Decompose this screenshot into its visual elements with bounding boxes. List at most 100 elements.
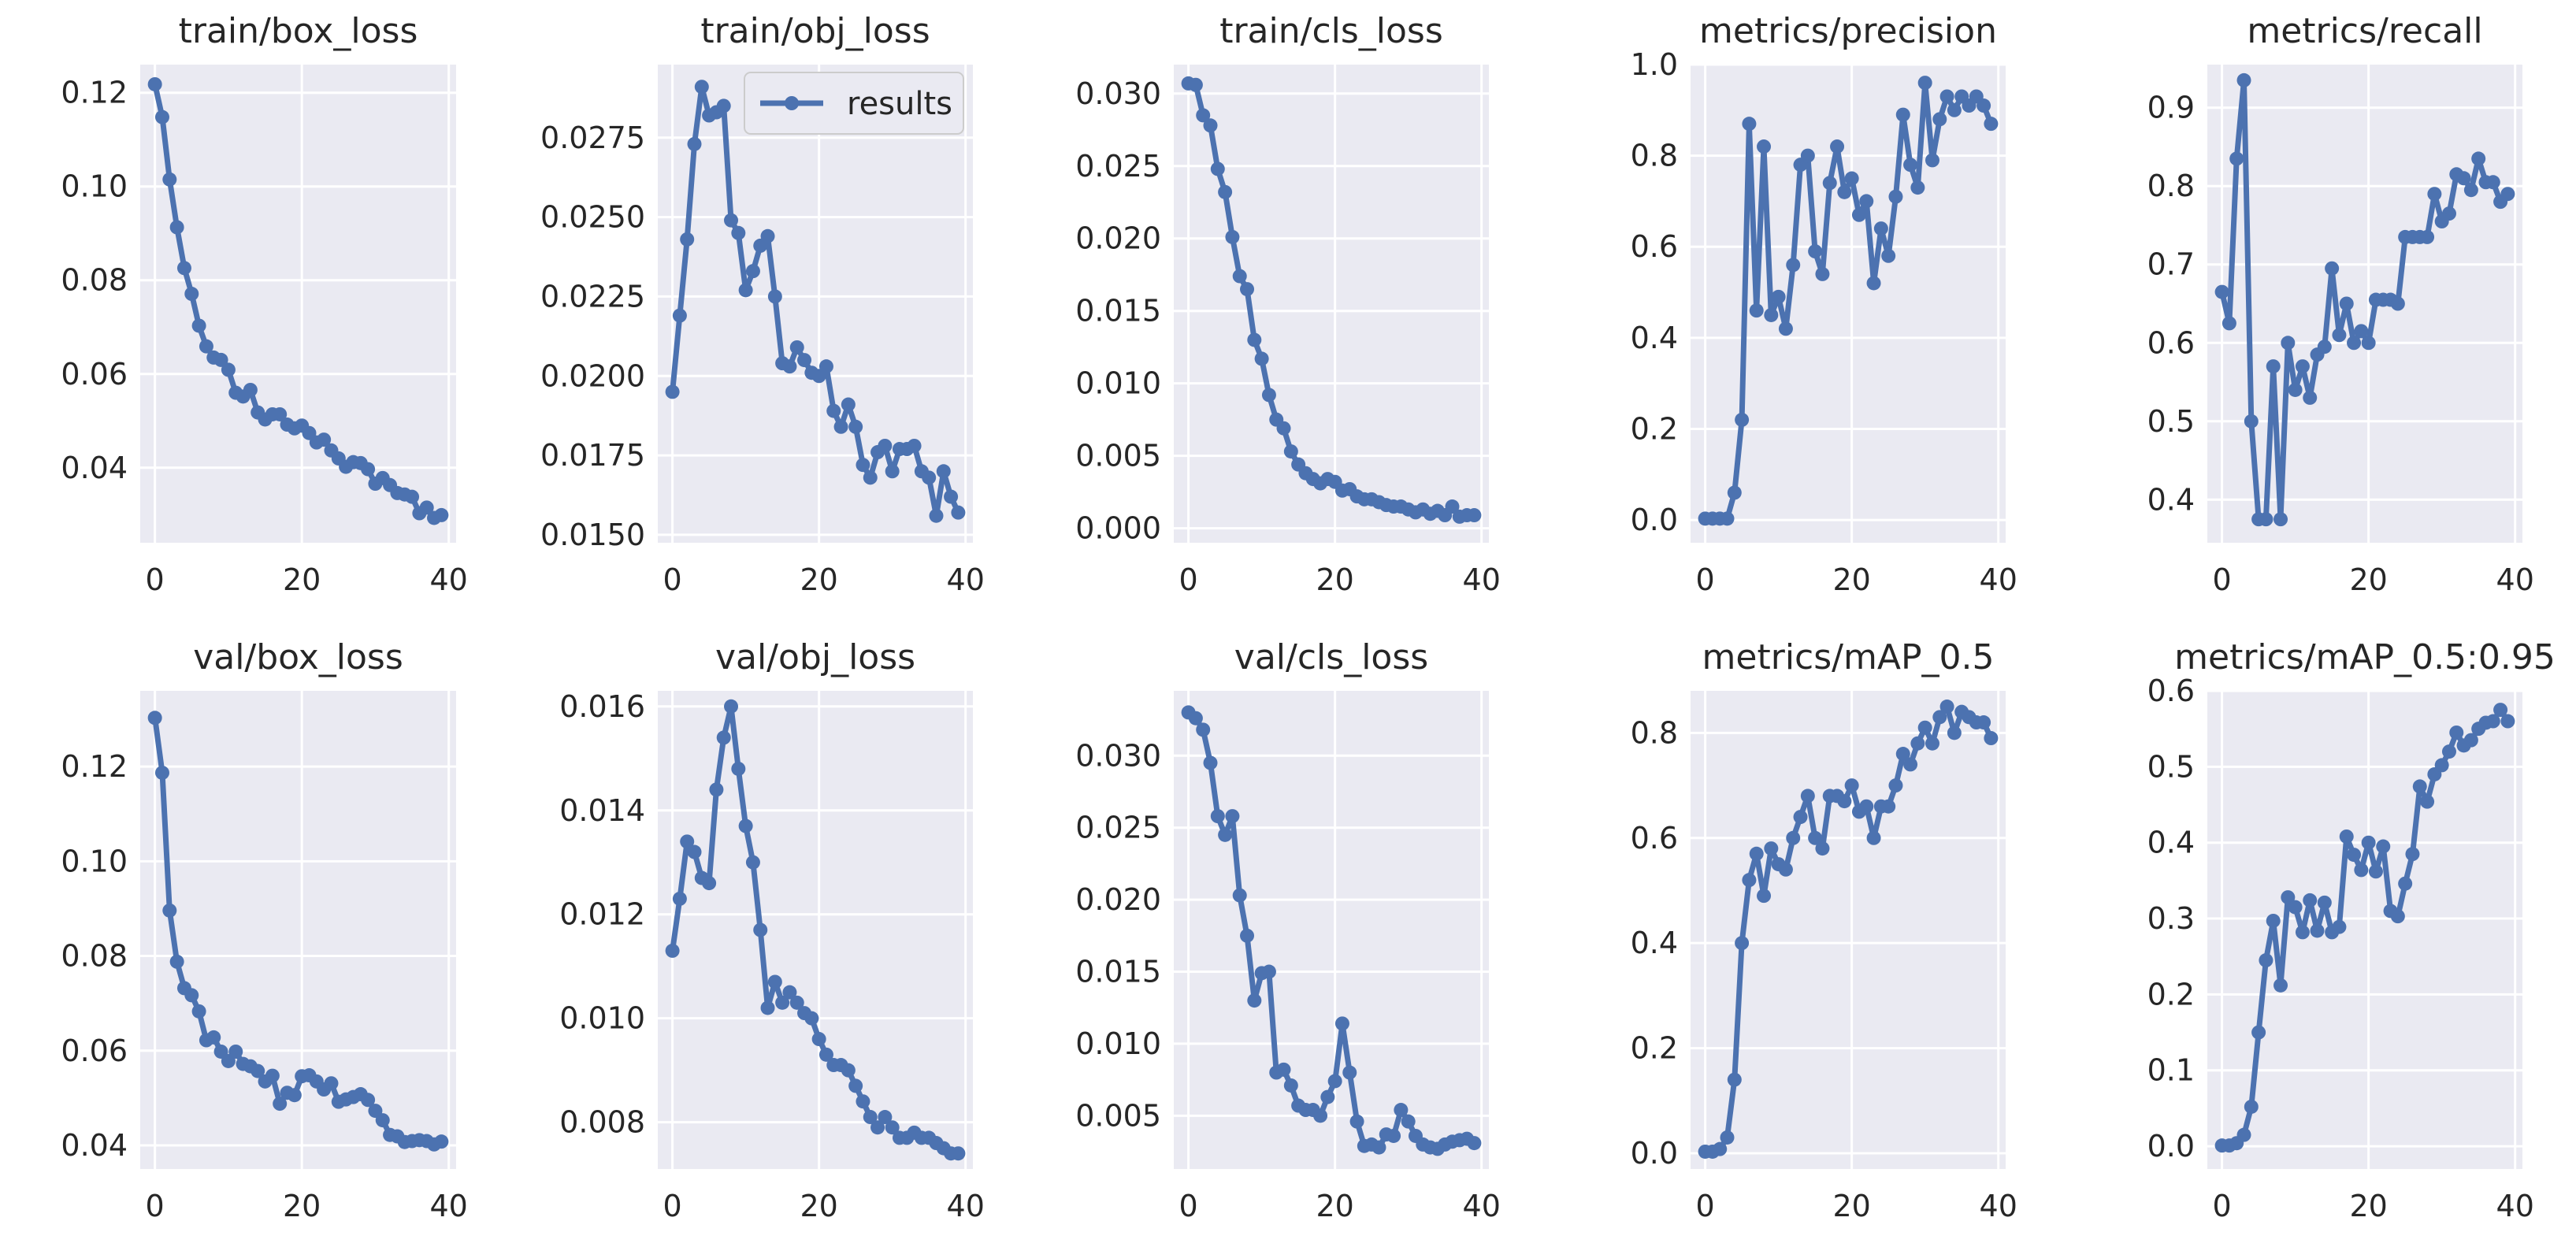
data-point <box>1895 107 1910 122</box>
data-point <box>1815 266 1830 281</box>
data-point <box>2347 848 2362 863</box>
data-point <box>1786 830 1801 845</box>
data-point <box>863 1110 878 1125</box>
data-point <box>951 505 966 520</box>
y-tick-label: 0.5 <box>2147 404 2195 439</box>
x-tick-label: 40 <box>429 1189 467 1223</box>
data-point <box>2325 261 2340 276</box>
data-point <box>731 225 746 240</box>
data-point <box>782 985 797 1000</box>
x-tick-label: 40 <box>429 562 467 597</box>
data-point <box>1254 351 1269 366</box>
y-tick-label: 0.10 <box>61 844 128 878</box>
data-point <box>1203 755 1218 770</box>
y-tick-label: 0.12 <box>61 749 128 784</box>
data-point <box>2485 175 2500 190</box>
y-tick-label: 0.025 <box>1075 149 1161 184</box>
subplot: 0.04 0.06 0.08 0.10 0.12 0 20 40 train/box_loss <box>61 11 467 597</box>
y-tick-label: 0.6 <box>2147 674 2195 708</box>
subplot: 0.005 0.010 0.015 0.020 0.025 0.030 0 20 40 val/c… <box>1075 637 1501 1223</box>
data-point <box>1742 873 1757 888</box>
y-tick-label: 0.030 <box>1075 738 1161 773</box>
data-point <box>273 1097 288 1112</box>
data-point <box>745 855 760 870</box>
data-point <box>2266 359 2281 374</box>
data-point <box>907 438 922 453</box>
y-tick-label: 0.4 <box>2147 482 2195 517</box>
y-tick-label: 0.015 <box>1075 294 1161 328</box>
y-tick-label: 0.2 <box>1631 1031 1678 1066</box>
series-line <box>2219 707 2511 1149</box>
data-point <box>1866 830 1881 845</box>
subplot: 0.0 0.1 0.2 0.3 0.4 0.5 0.6 0 20 40 metrics/mAP_0.… <box>2147 637 2556 1223</box>
data-point <box>2259 512 2273 527</box>
data-point <box>716 730 731 745</box>
plot-area <box>2207 65 2522 543</box>
subplot-title: val/box_loss <box>193 637 403 677</box>
data-point <box>1793 810 1808 825</box>
data-point <box>694 80 709 95</box>
data-point <box>2376 839 2391 854</box>
x-tick-label: 0 <box>663 562 682 597</box>
data-point <box>1283 444 1298 459</box>
data-point <box>434 1134 449 1149</box>
data-point <box>1764 307 1779 322</box>
data-point <box>1720 511 1735 526</box>
y-tick-label: 0.12 <box>61 76 128 110</box>
data-point <box>848 1078 863 1093</box>
data-point <box>2398 876 2413 891</box>
y-tick-label: 0.9 <box>2147 91 2195 125</box>
y-tick-label: 0.0 <box>1631 1136 1678 1171</box>
subplot: 0.000 0.005 0.010 0.015 0.020 0.025 0.030 0 20 40… <box>1075 11 1501 597</box>
data-point <box>1910 180 1925 195</box>
data-point <box>375 1113 390 1128</box>
x-tick-label: 0 <box>146 562 165 597</box>
subplot-title: metrics/recall <box>2247 11 2482 51</box>
data-point <box>702 876 717 891</box>
data-point <box>361 462 376 477</box>
data-point <box>2332 919 2347 934</box>
data-point <box>1720 1130 1735 1145</box>
data-point <box>1881 799 1896 814</box>
y-tick-label: 0.4 <box>2147 826 2195 860</box>
data-point <box>2420 794 2435 809</box>
data-point <box>745 264 760 279</box>
x-tick-label: 40 <box>947 562 985 597</box>
data-point <box>1313 1108 1328 1123</box>
data-point <box>775 995 790 1010</box>
data-point <box>1947 102 1962 117</box>
data-point <box>1844 171 1859 186</box>
data-point <box>1327 1074 1342 1089</box>
data-point <box>2485 714 2500 729</box>
y-tick-label: 0.04 <box>61 451 128 485</box>
data-point <box>2332 328 2347 343</box>
data-point <box>870 1120 885 1135</box>
y-tick-label: 0.000 <box>1075 511 1161 546</box>
data-point <box>1749 846 1764 861</box>
plot-area <box>2207 691 2522 1169</box>
data-point <box>273 406 288 421</box>
data-point <box>724 213 739 228</box>
y-tick-label: 0.08 <box>61 263 128 298</box>
data-point <box>1276 1062 1291 1077</box>
data-point <box>1749 303 1764 318</box>
data-point <box>2354 324 2369 339</box>
data-point <box>184 988 199 1003</box>
subplot-title: metrics/precision <box>1699 11 1997 51</box>
data-point <box>2390 296 2405 311</box>
subplot-title: train/cls_loss <box>1219 11 1443 51</box>
x-tick-label: 20 <box>2349 562 2387 597</box>
y-tick-label: 0.016 <box>559 689 645 724</box>
data-point <box>1247 993 1262 1008</box>
y-tick-label: 0.025 <box>1075 811 1161 845</box>
data-point <box>1800 148 1815 163</box>
y-tick-label: 0.0 <box>2147 1129 2195 1163</box>
data-point <box>1800 789 1815 803</box>
data-point <box>169 220 184 235</box>
y-tick-label: 0.8 <box>1631 139 1678 173</box>
data-point <box>1910 736 1925 751</box>
y-tick-label: 0.8 <box>1631 715 1678 750</box>
subplot-title: train/obj_loss <box>700 11 930 51</box>
data-point <box>687 136 702 151</box>
data-point <box>1778 321 1793 336</box>
